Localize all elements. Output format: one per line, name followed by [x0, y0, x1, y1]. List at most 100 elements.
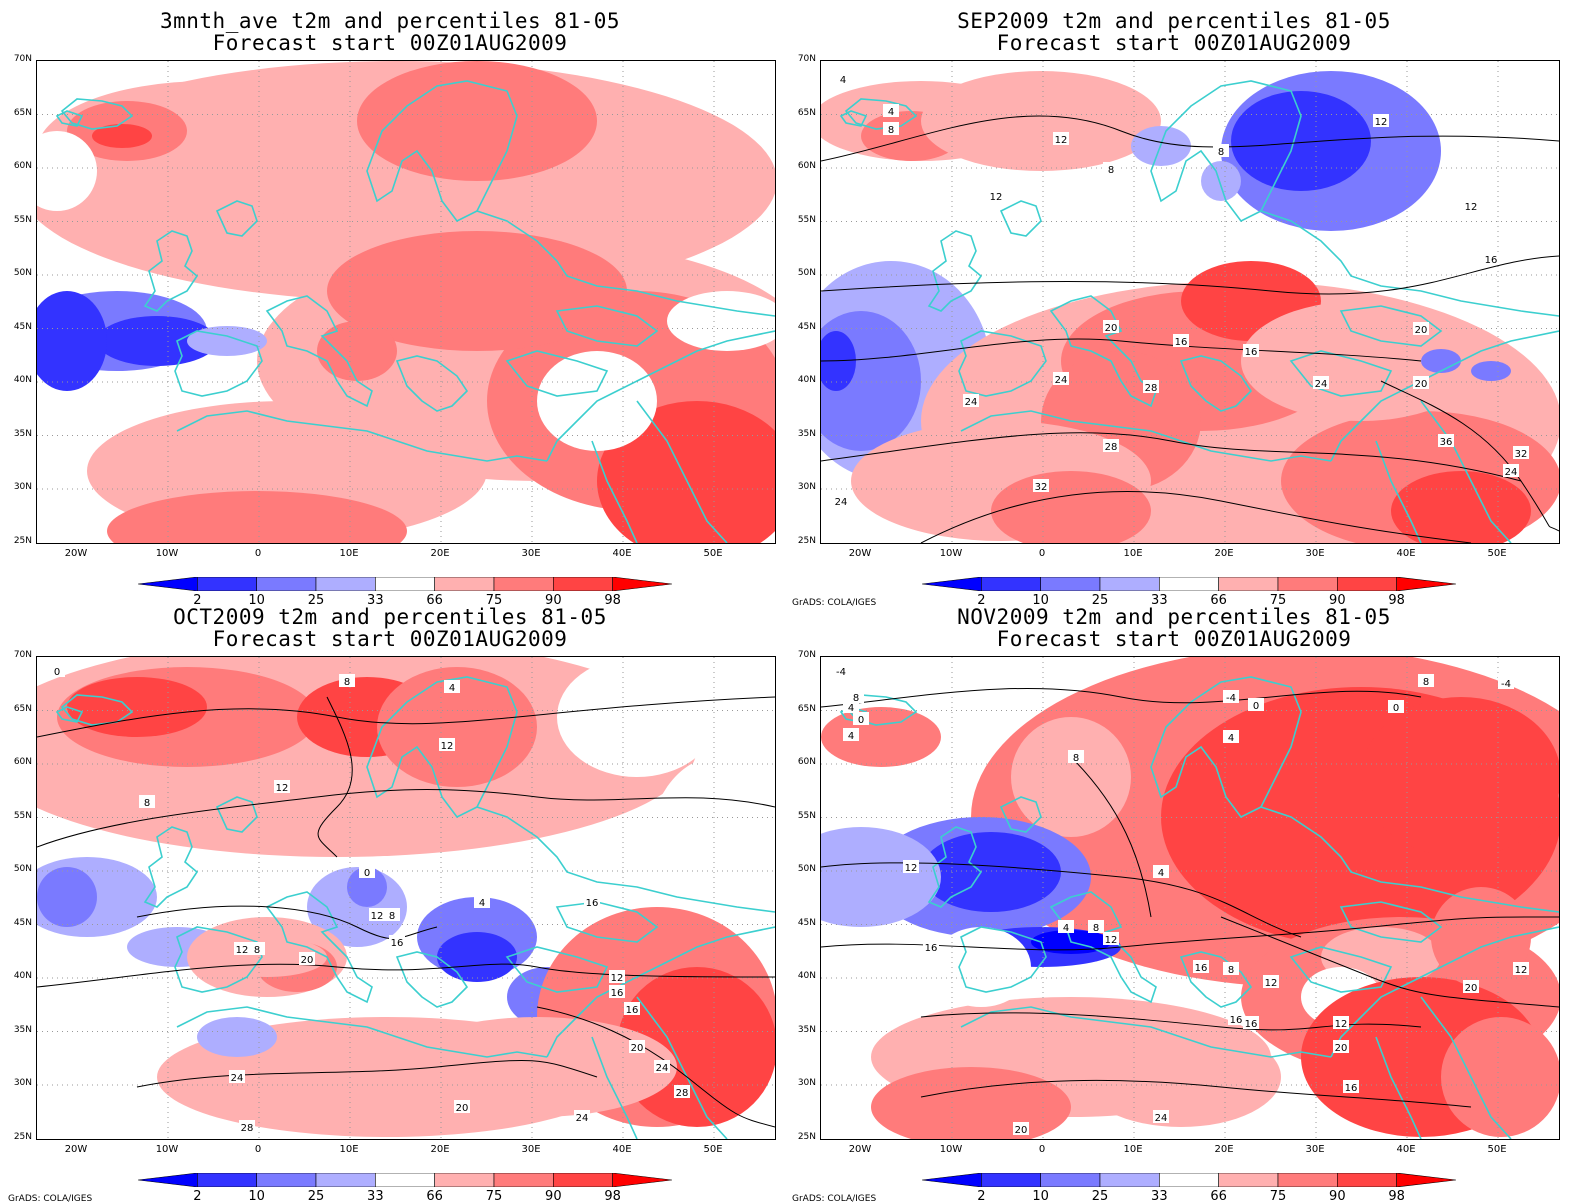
lat-tick-label: 65N [13, 703, 32, 714]
colorbar-label: 98 [1388, 1189, 1405, 1204]
contour-label: 24 [1313, 376, 1329, 390]
contour-label: 0 [1248, 698, 1264, 712]
contour-label: 20 [1013, 1122, 1029, 1136]
colorbar-label: 33 [1151, 1189, 1168, 1204]
contour-label: 0 [359, 865, 375, 879]
contour-value: 4 [1158, 868, 1164, 879]
contour-label: 0 [853, 712, 869, 726]
contour-value: 20 [631, 1043, 644, 1054]
map-frame: 0 4 8 12 12 8 0 4 8 16 12 12 20 16 8 16 12 16 20 24 28 20 24 28… [36, 656, 776, 1140]
lat-tick-label: 60N [797, 757, 816, 767]
contour-value: 20 [1105, 323, 1118, 334]
colorbar-segment [375, 1173, 435, 1187]
contour-label: 8 [1418, 674, 1434, 688]
colorbar-segment [981, 1173, 1041, 1187]
lat-tick-label: 35N [797, 1024, 816, 1035]
contour-value: 24 [1505, 467, 1518, 478]
contour-value: 12 [1105, 935, 1118, 946]
colorbar-label: 66 [1210, 1189, 1227, 1204]
panel-subtitle: Forecast start 00Z01AUG2009 [996, 31, 1352, 55]
colorbar-segment [138, 577, 198, 591]
contour-label: 0 [49, 664, 65, 678]
anomaly-shade [821, 827, 941, 927]
contour-label: 12 [1333, 1016, 1349, 1030]
contour-label: 12 [988, 189, 1004, 203]
colorbar-segment [315, 1173, 376, 1187]
contour-label: 16 [584, 895, 600, 909]
lat-tick-label: 25N [13, 1131, 32, 1142]
colorbar-segment [493, 577, 554, 591]
contour-value: 32 [1515, 449, 1528, 460]
anomaly-shade [1361, 697, 1559, 857]
anomaly-shade [1201, 161, 1241, 201]
lat-tick-label: 55N [13, 214, 32, 225]
colorbar-segment [434, 577, 495, 591]
lon-tick-label: 0 [1038, 1144, 1046, 1155]
contour-label: 32 [1513, 446, 1529, 460]
colorbar-label: 90 [545, 593, 562, 608]
lat-tick-label: 50N [797, 268, 816, 278]
colorbar-label: 10 [1032, 593, 1049, 608]
colorbar-label: 25 [1091, 1189, 1109, 1204]
contour-label: 12 [1263, 975, 1279, 989]
contour-label: 8 [139, 795, 155, 809]
anomaly-shade [1431, 887, 1531, 987]
anomaly-shade [1011, 717, 1131, 837]
anomaly-shade [557, 657, 717, 777]
contour-label: 12 [903, 860, 919, 874]
map-graticule [821, 657, 1559, 1139]
contour-label: 4 [1058, 920, 1074, 934]
contour-value: 28 [676, 1088, 689, 1099]
panel-subtitle: Forecast start 00Z01AUG2009 [212, 627, 568, 651]
anomaly-shade [397, 1017, 677, 1117]
contour-label: 24 [1503, 464, 1519, 478]
colorbar-label: 66 [1210, 593, 1227, 608]
lat-tick-label: 45N [13, 917, 32, 928]
lat-tick-label: 30N [13, 1078, 32, 1088]
anomaly-shade [1231, 91, 1371, 191]
contour-label: 28 [239, 1120, 255, 1134]
lat-tick-label: 35N [13, 1024, 32, 1035]
colorbar-segment [256, 1173, 317, 1187]
contour-value: 16 [1245, 347, 1258, 358]
contour-label: 20 [454, 1100, 470, 1114]
contour-label: 28 [1143, 380, 1159, 394]
percentile-colorbar [138, 577, 672, 591]
contour-label: 32 [1033, 479, 1049, 493]
contour-value: 20 [1415, 325, 1428, 336]
contour-value: 8 [853, 693, 859, 704]
contour-label: 12 [274, 780, 290, 794]
contour-value: 24 [835, 497, 848, 508]
contour-value: 20 [301, 955, 314, 966]
colorbar-label: 25 [307, 593, 325, 608]
contour-label: 8 [339, 674, 355, 688]
contour-value: 16 [1230, 1015, 1243, 1026]
anomaly-shade [921, 71, 1161, 171]
anomaly-shade [377, 667, 537, 787]
colorbar-label: 66 [426, 1189, 443, 1204]
anomaly-shade [1471, 361, 1511, 381]
contour-label: 4 [1153, 865, 1169, 879]
contour-label: 8 [1223, 962, 1239, 976]
contour-label: 16 [1343, 1080, 1359, 1094]
anomaly-shade [597, 401, 775, 543]
contour-value: 8 [254, 945, 260, 956]
contour-value: 8 [1423, 677, 1429, 688]
contour-label: 24 [654, 1060, 670, 1074]
contour-value: 12 [1465, 202, 1478, 213]
contour-label: 4 [835, 72, 851, 86]
contour-value: 20 [1015, 1125, 1028, 1136]
colorbar-segment [612, 577, 672, 591]
contour-label: 8 [848, 690, 864, 704]
anomaly-shade [37, 131, 97, 211]
contour-value: 4 [1228, 733, 1234, 744]
colorbar-segment [1218, 1173, 1279, 1187]
lat-tick-label: 45N [797, 321, 816, 332]
contour-value: 16 [1195, 963, 1208, 974]
lon-tick-label: 10W [939, 1144, 963, 1155]
map-panel-oct2009: OCT2009 t2m and percentiles 81-05 Foreca… [0, 596, 780, 1204]
anomaly-shade [92, 124, 152, 148]
temperature-contours [821, 115, 1559, 543]
colorbar-segment [612, 1173, 672, 1187]
colorbar-label: 10 [1032, 1189, 1049, 1204]
